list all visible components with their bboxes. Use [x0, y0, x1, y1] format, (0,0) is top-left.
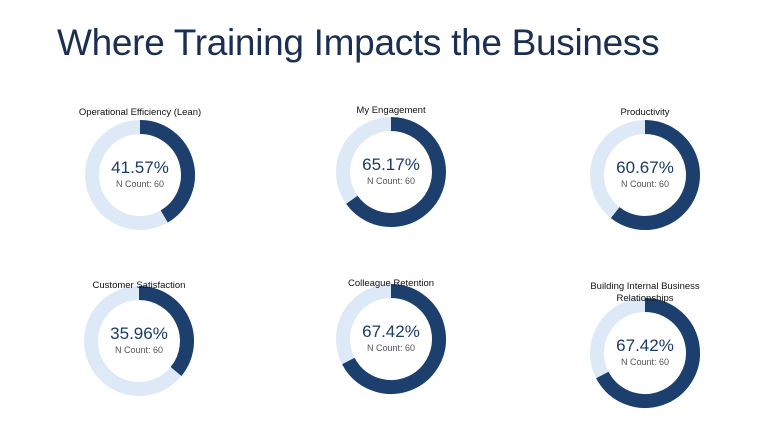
- chart-subtitle: N Count: 60: [621, 179, 669, 189]
- value-label: 67.42%: [362, 322, 420, 341]
- chart-title: Productivity: [620, 107, 670, 118]
- value-label: 41.57%: [111, 158, 169, 177]
- chart-subtitle: N Count: 60: [367, 343, 415, 353]
- value-label: 60.67%: [616, 158, 674, 177]
- donut-arc: [139, 120, 195, 223]
- donut-arc: [342, 284, 446, 394]
- donut-arc: [138, 286, 194, 376]
- chart-title: Operational Efficiency (Lean): [78, 107, 202, 118]
- donut-arc: [610, 120, 700, 230]
- chart-title: Customer Satisfaction: [92, 280, 186, 291]
- chart-subtitle: N Count: 60: [367, 176, 415, 186]
- chart-subtitle: N Count: 60: [115, 345, 163, 355]
- chart-title: Colleague Retention: [347, 278, 435, 289]
- page-title: Where Training Impacts the Business: [57, 22, 660, 63]
- donut-arc: [346, 117, 446, 227]
- chart-subtitle: N Count: 60: [116, 179, 164, 189]
- value-label: 67.42%: [616, 336, 674, 355]
- chart-subtitle: N Count: 60: [621, 357, 669, 367]
- value-label: 35.96%: [110, 324, 168, 343]
- chart-title: Building Internal Business Relationships: [590, 281, 700, 304]
- value-label: 65.17%: [362, 155, 420, 174]
- donut-arc: [596, 298, 700, 408]
- chart-title: My Engagement: [356, 105, 426, 116]
